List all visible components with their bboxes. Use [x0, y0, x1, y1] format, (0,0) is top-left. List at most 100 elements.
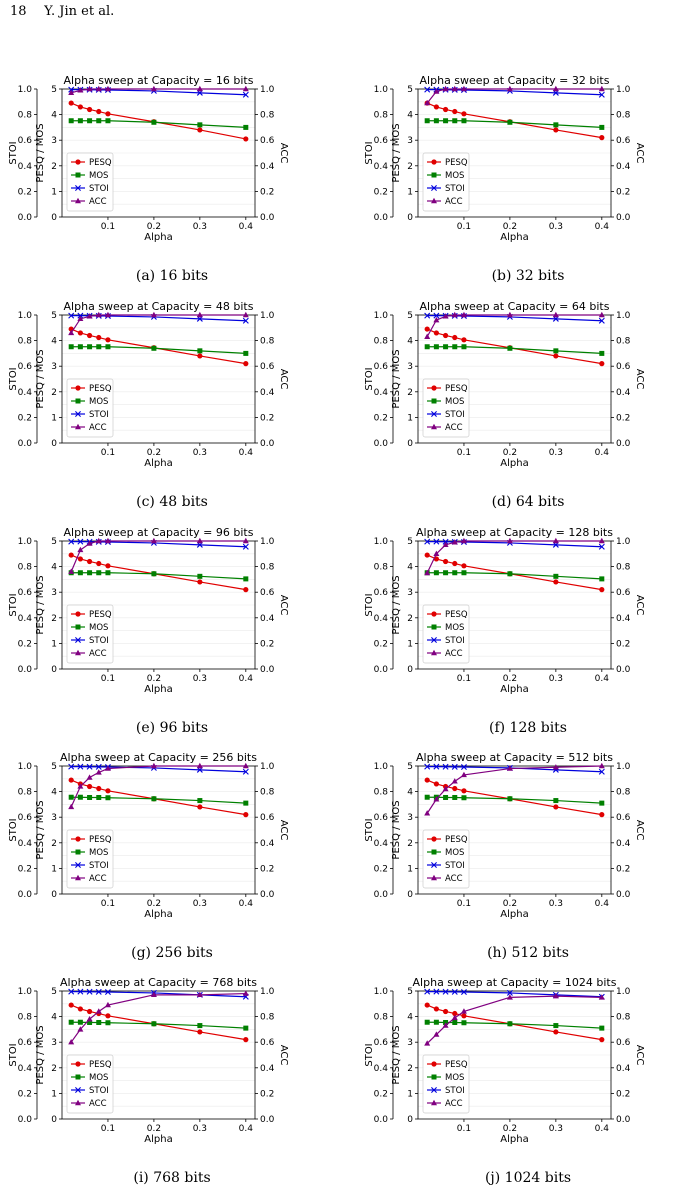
legend-marker — [75, 385, 81, 391]
pesq-point — [461, 337, 467, 343]
y-outer-tick-label: 0.0 — [18, 665, 33, 675]
chart-title: Alpha sweep at Capacity = 64 bits — [420, 300, 610, 313]
legend-marker — [431, 649, 437, 656]
y-left-tick-label: 0 — [51, 890, 57, 900]
x-tick-label: 0.1 — [457, 899, 471, 909]
x-axis-label: Alpha — [500, 1134, 528, 1145]
acc-point — [552, 311, 559, 318]
y-outer-tick-label: 1.0 — [374, 762, 389, 772]
legend-label: MOS — [89, 1073, 108, 1083]
y-left-tick-label: 3 — [51, 1038, 57, 1048]
y-left-tick-label: 0 — [407, 439, 413, 449]
y-outer-tick-label: 0.2 — [18, 413, 32, 423]
x-tick-label: 0.1 — [101, 222, 115, 232]
y-left-tick-label: 2 — [51, 1064, 57, 1074]
pesq-point — [77, 104, 83, 110]
plot-frame — [417, 990, 612, 1120]
y-outer-tick-label: 0.8 — [374, 788, 389, 798]
y-right-tick-label: 1.0 — [616, 311, 631, 321]
y-right-axis-label: ACC — [634, 1045, 645, 1066]
stoi-point — [77, 988, 84, 995]
pesq-point — [68, 100, 74, 106]
y-outer-tick-label: 0.6 — [374, 813, 389, 823]
legend-box — [66, 604, 114, 664]
stoi-point — [68, 538, 75, 545]
acc-line — [426, 995, 602, 1044]
y-left-tick-label: 0 — [407, 665, 413, 675]
acc-point — [442, 1022, 449, 1028]
chart: Alpha sweep at Capacity = 512 bits 0.1 0.2… — [364, 751, 645, 920]
legend-label: STOI — [89, 1086, 109, 1096]
mos-point — [87, 1019, 93, 1025]
mos-point — [77, 344, 83, 350]
pesq-point — [442, 106, 449, 113]
pesq-point — [433, 330, 439, 336]
mos-point — [553, 122, 559, 128]
y-left-tick-label: 5 — [407, 537, 413, 547]
y-left-tick-label: 2 — [51, 614, 57, 624]
acc-point — [451, 311, 458, 318]
x-tick-label: 0.1 — [457, 448, 471, 458]
y-outer-tick-label: 1.0 — [374, 311, 389, 321]
y-left-tick-label: 3 — [51, 136, 57, 146]
y-outer-tick-label: 0.8 — [18, 1013, 33, 1023]
y-outer-tick-label: 1.0 — [18, 762, 33, 772]
chart-title: Alpha sweep at Capacity = 1024 bits — [413, 976, 617, 989]
pesq-point — [599, 135, 605, 141]
chart-title: Alpha sweep at Capacity = 96 bits — [64, 526, 254, 539]
acc-point — [242, 537, 249, 544]
legend-box — [66, 152, 114, 212]
legend-label: ACC — [445, 423, 463, 433]
y-outer-tick-label: 0.0 — [374, 439, 389, 449]
mos-point — [461, 570, 467, 576]
pesq-point — [553, 804, 559, 810]
chart-title: Alpha sweep at Capacity = 512 bits — [416, 751, 613, 764]
x-tick-label: 0.3 — [193, 222, 207, 232]
stoi-point — [86, 763, 93, 770]
y-left-tick-label: 2 — [407, 614, 413, 624]
acc-point — [77, 783, 84, 789]
y-outer-axis-label: STOI — [364, 818, 375, 841]
legend-marker — [431, 385, 437, 391]
y-left-tick-label: 0 — [51, 1115, 57, 1125]
y-outer-tick-label: 0.6 — [18, 1038, 33, 1048]
y-left-tick-label: 4 — [407, 337, 413, 347]
mos-point — [452, 344, 458, 350]
x-tick-label: 0.2 — [147, 674, 161, 684]
y-right-tick-label: 0.0 — [616, 665, 631, 675]
y-outer-tick-label: 1.0 — [374, 85, 389, 95]
legend-marker — [75, 874, 81, 881]
x-tick-label: 0.4 — [595, 448, 610, 458]
legend-box — [422, 152, 470, 212]
y-left-tick-label: 4 — [51, 1013, 57, 1023]
acc-point — [451, 85, 458, 92]
y-right-tick-label: 0.2 — [616, 639, 630, 649]
stoi-point — [451, 988, 458, 995]
legend-label: ACC — [445, 874, 463, 884]
legend-label: MOS — [89, 623, 108, 633]
legend-marker — [431, 1074, 437, 1080]
y-outer-tick-label: 0.0 — [374, 213, 389, 223]
x-axis-label: Alpha — [500, 232, 528, 243]
pesq-point — [86, 106, 93, 113]
acc-point — [77, 1026, 84, 1032]
x-tick-label: 0.2 — [503, 448, 517, 458]
acc-point — [196, 762, 203, 769]
y-left-tick-label: 4 — [51, 337, 57, 347]
y-left-tick-label: 1 — [51, 1089, 57, 1099]
y-right-tick-label: 1.0 — [260, 762, 275, 772]
stoi-point — [424, 763, 431, 770]
legend-label: PESQ — [445, 610, 468, 620]
y-left-tick-label: 5 — [407, 762, 413, 772]
legend-label: ACC — [89, 874, 107, 884]
x-tick-label: 0.3 — [549, 899, 563, 909]
mos-point — [96, 344, 102, 350]
stoi-point — [433, 312, 440, 319]
mos-point — [452, 1019, 458, 1025]
acc-point — [442, 85, 449, 92]
acc-point — [95, 769, 102, 775]
stoi-line — [71, 315, 246, 322]
pesq-point — [77, 1006, 83, 1012]
stoi-line — [71, 766, 246, 773]
legend-box — [66, 1054, 114, 1114]
